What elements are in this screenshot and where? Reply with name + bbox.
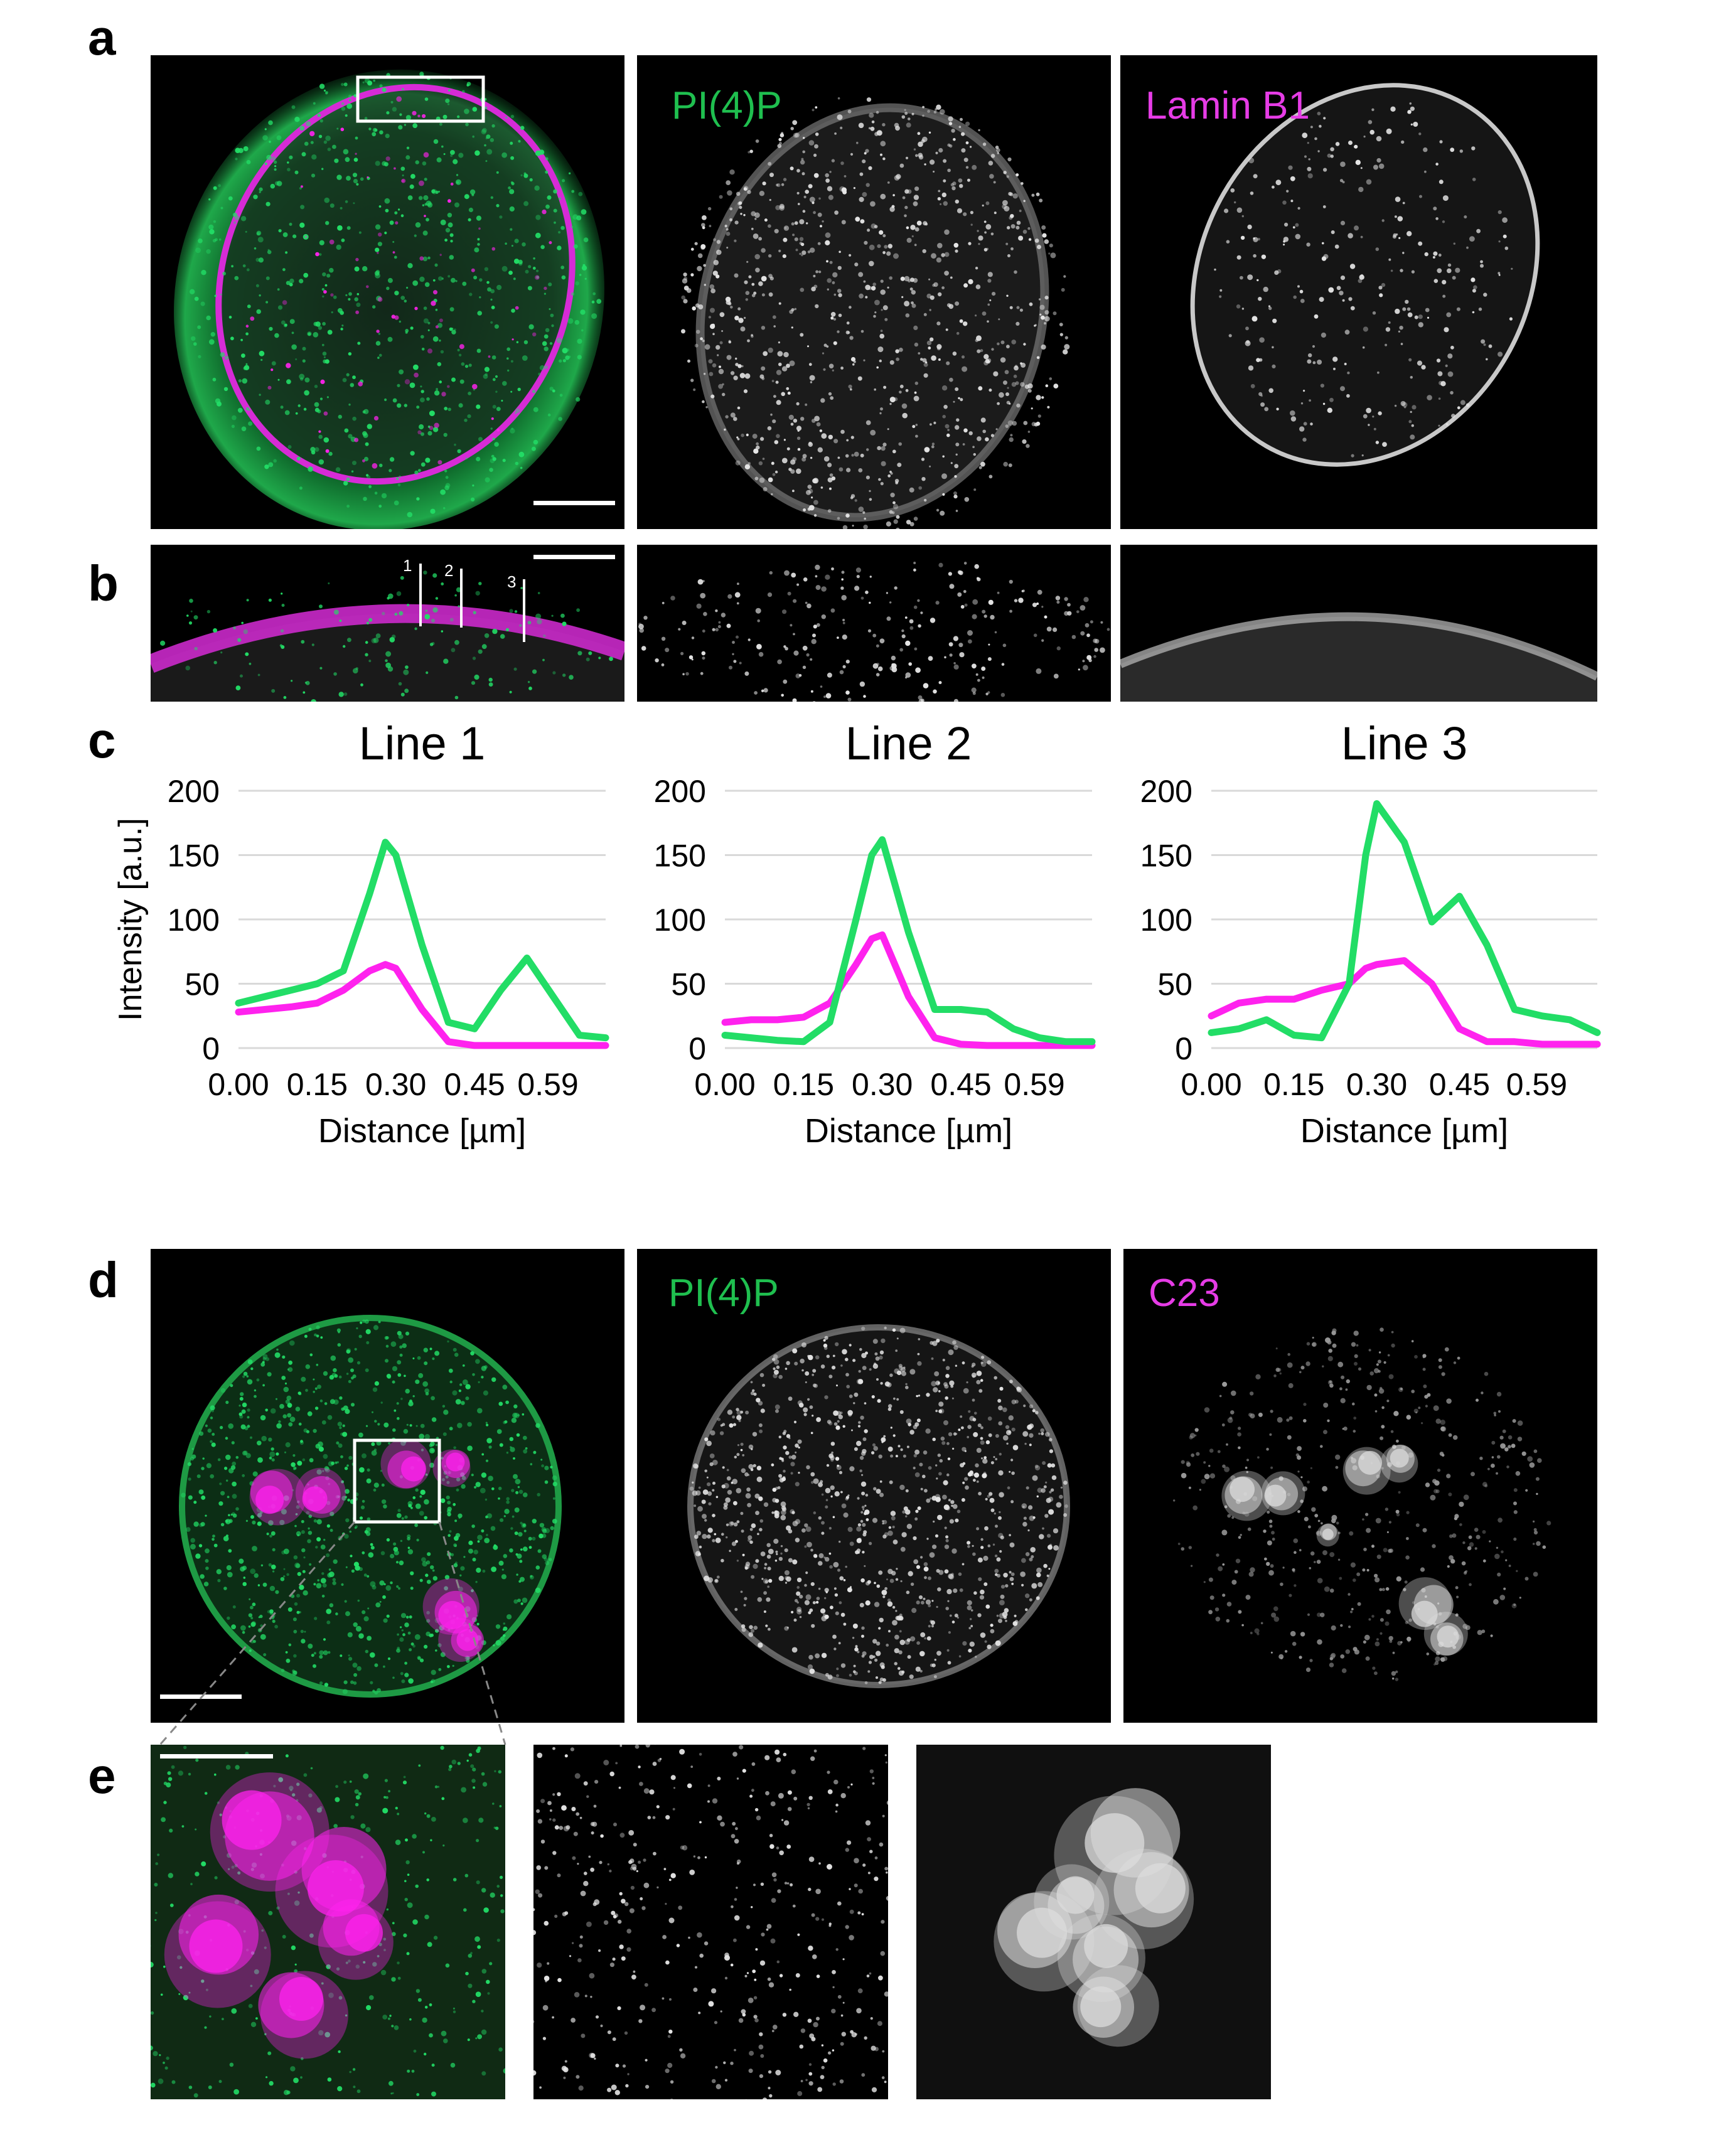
panel-letter-e: e xyxy=(88,1748,116,1804)
y-tick-label: 200 xyxy=(654,774,706,809)
zoom-lamin-svg xyxy=(1120,612,1597,702)
magenta-series-line xyxy=(721,931,1096,1049)
x-axis-label: Distance [µm] xyxy=(318,1112,526,1150)
x-tick-label: 0.45 xyxy=(1429,1067,1490,1102)
x-tick-label: 0.15 xyxy=(773,1067,834,1102)
y-tick-label: 100 xyxy=(1140,902,1192,938)
line-marker-3: 3 xyxy=(507,572,516,591)
pi4p-channel-svg xyxy=(681,97,1070,529)
x-tick-label: 0.59 xyxy=(1506,1067,1567,1102)
chart-title: Line 1 xyxy=(359,717,486,769)
x-tick-label: 0.59 xyxy=(1004,1067,1064,1102)
zoom-nucleolus-c23-svg xyxy=(916,1745,1271,2099)
panel-a-merge-image xyxy=(151,55,624,529)
panel-b-pi4p-image xyxy=(637,545,1111,702)
zoom-pi4p-svg xyxy=(638,562,1110,702)
x-tick-label: 0.30 xyxy=(852,1067,913,1102)
c23-label: C23 xyxy=(1149,1271,1220,1315)
y-axis-label: Intensity [a.u.] xyxy=(112,818,149,1021)
zoom-box xyxy=(353,1438,441,1524)
x-tick-label: 0.59 xyxy=(517,1067,578,1102)
panel-e-c23-image xyxy=(916,1745,1271,2099)
nucleolus-pi4p-svg xyxy=(687,1324,1070,1688)
x-tick-label: 0.15 xyxy=(287,1067,348,1102)
y-tick-label: 150 xyxy=(654,838,706,874)
panel-e-pi4p-image xyxy=(533,1745,888,2099)
panel-letter-c: c xyxy=(88,712,116,768)
line-marker-2: 2 xyxy=(444,561,453,580)
panel-b-merge-image: 1 2 3 xyxy=(151,545,624,702)
y-tick-label: 200 xyxy=(1140,774,1192,809)
line-marker-1: 1 xyxy=(403,556,412,575)
x-axis-label: Distance [µm] xyxy=(1300,1112,1508,1150)
y-tick-label: 50 xyxy=(671,967,706,1002)
green-series-line xyxy=(1208,800,1601,1042)
scale-bar xyxy=(533,555,615,559)
panel-letter-a: a xyxy=(88,9,116,65)
c23-channel-svg xyxy=(1173,1327,1551,1681)
chart-title: Line 3 xyxy=(1341,717,1468,769)
y-tick-label: 200 xyxy=(168,774,220,809)
x-tick-label: 0.00 xyxy=(1181,1067,1241,1102)
pi4p-label: PI(4)P xyxy=(668,1271,779,1315)
zoom-box xyxy=(356,75,485,123)
y-tick-label: 100 xyxy=(654,902,706,938)
lamin-channel-svg xyxy=(1190,83,1540,467)
zoom-nucleolus-pi4p-svg xyxy=(533,1745,888,2099)
nucleus-merge-svg xyxy=(174,69,604,529)
pi4p-label: PI(4)P xyxy=(672,84,782,127)
green-series-line xyxy=(235,838,609,1042)
x-tick-label: 0.15 xyxy=(1263,1067,1324,1102)
y-tick-label: 0 xyxy=(689,1031,706,1066)
y-tick-label: 0 xyxy=(202,1031,220,1066)
panel-e-merge-image xyxy=(151,1745,505,2099)
scale-bar xyxy=(533,501,615,505)
lamin-label: Lamin B1 xyxy=(1145,84,1310,127)
x-tick-label: 0.45 xyxy=(930,1067,991,1102)
x-tick-label: 0.00 xyxy=(208,1067,269,1102)
y-tick-label: 50 xyxy=(185,967,220,1002)
x-tick-label: 0.30 xyxy=(365,1067,426,1102)
y-tick-label: 0 xyxy=(1175,1031,1192,1066)
panel-d-merge-image xyxy=(151,1249,624,1723)
line-3-chart: Line 3 0 50 100 150 200 0.00 0.15 0.30 0.45 0.59 Di… xyxy=(1073,715,1607,1180)
x-tick-label: 0.30 xyxy=(1346,1067,1407,1102)
zoom-nucleolus-merge-svg xyxy=(151,1745,505,2099)
panel-letter-b: b xyxy=(88,555,119,611)
y-tick-label: 150 xyxy=(168,838,220,874)
zoom-merge-svg: 1 2 3 xyxy=(151,556,624,702)
green-series-line xyxy=(721,836,1096,1046)
line-2-chart: Line 2 0 50 100 150 200 0.00 0.15 0.30 0.45 0.59 Di… xyxy=(587,715,1101,1180)
y-tick-label: 100 xyxy=(168,902,220,938)
y-tick-label: 50 xyxy=(1157,967,1192,1002)
panel-d-c23-image: C23 xyxy=(1123,1249,1597,1723)
x-tick-label: 0.45 xyxy=(444,1067,505,1102)
panel-letter-d: d xyxy=(88,1252,119,1308)
x-tick-label: 0.00 xyxy=(694,1067,755,1102)
magenta-series-line xyxy=(235,961,609,1049)
x-axis-label: Distance [µm] xyxy=(805,1112,1012,1150)
panel-a-lamin-image: Lamin B1 xyxy=(1120,55,1597,529)
panel-b-lamin-image xyxy=(1120,545,1597,702)
panel-d-pi4p-image: PI(4)P xyxy=(637,1249,1111,1723)
line-1-chart: Line 1 0 50 100 150 200 0.00 0.15 0.30 0.45 0.59 Di… xyxy=(100,715,615,1180)
magenta-series-line xyxy=(1208,957,1601,1048)
chart-title: Line 2 xyxy=(845,717,972,769)
nucleolus-merge-svg xyxy=(179,1315,562,1698)
panel-a-pi4p-image: PI(4)P xyxy=(637,55,1111,529)
scale-bar xyxy=(160,1754,273,1759)
y-tick-label: 150 xyxy=(1140,838,1192,874)
